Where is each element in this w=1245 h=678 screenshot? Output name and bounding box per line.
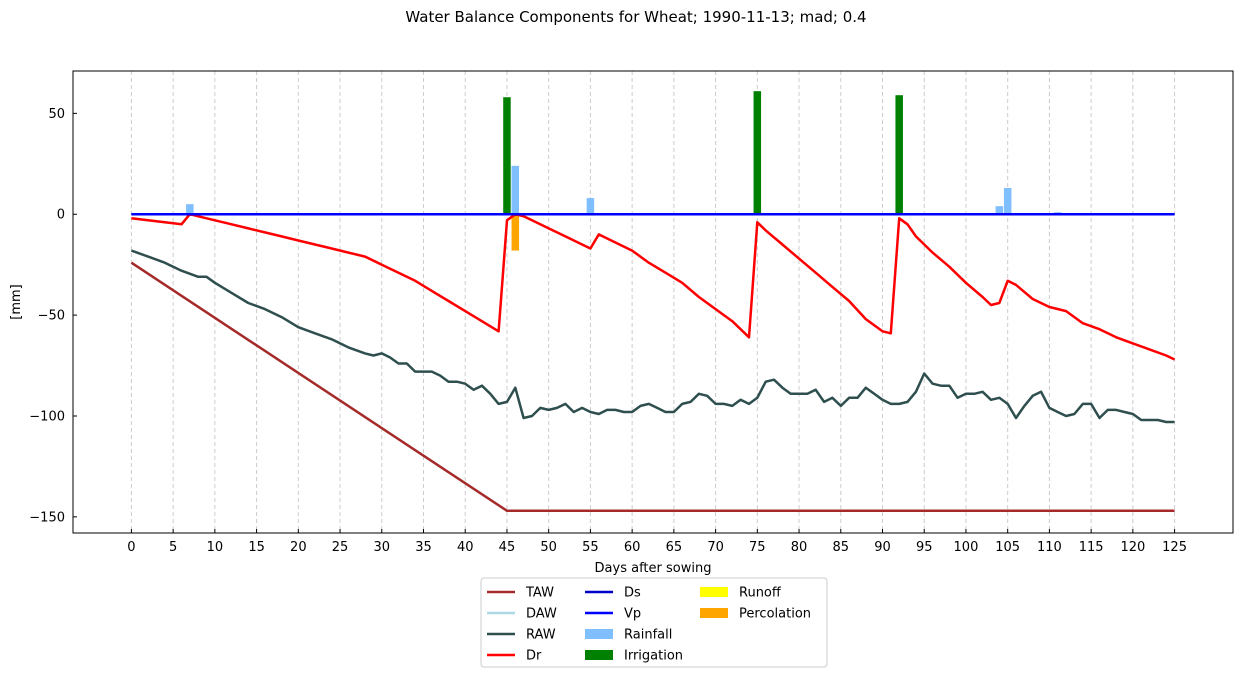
rainfall-bar — [186, 204, 194, 215]
irrigation-bar — [895, 95, 903, 215]
x-tick-label: 15 — [248, 540, 265, 555]
bar-series — [186, 91, 1062, 251]
x-tick-label: 70 — [707, 540, 724, 555]
y-tick-label: −100 — [29, 409, 65, 424]
rainfall-bar — [511, 165, 520, 215]
legend-label-raw: RAW — [526, 628, 556, 643]
y-axis: 50 0 −50 −100 −150 — [29, 107, 77, 525]
x-tick-label: 115 — [1079, 540, 1104, 555]
legend-label-irrigation: Irrigation — [624, 649, 683, 664]
x-tick-label: 30 — [374, 540, 391, 555]
x-tick-label: 80 — [791, 540, 808, 555]
legend-label-ds: Ds — [624, 586, 641, 601]
legend-swatch-irrigation — [585, 650, 613, 660]
percolation-bar — [511, 214, 520, 251]
x-tick-label: 0 — [127, 540, 135, 555]
x-tick-label: 125 — [1162, 540, 1187, 555]
y-axis-label: [mm] — [9, 284, 24, 319]
x-tick-label: 45 — [499, 540, 516, 555]
x-tick-label: 120 — [1120, 540, 1145, 555]
legend-swatch-rainfall — [585, 629, 613, 639]
dr-line — [131, 212, 1176, 361]
rainfall-bar — [586, 198, 595, 215]
x-axis: 0 5 10 15 20 25 30 35 40 45 50 55 60 65 70 75 80 85 90 95 10… — [127, 529, 1187, 555]
irrigation-bar — [753, 91, 762, 215]
line-series — [130, 212, 1176, 513]
x-tick-label: 95 — [916, 540, 933, 555]
x-tick-label: 25 — [332, 540, 349, 555]
legend-label-vp: Vp — [624, 607, 641, 622]
legend: TAW DAW RAW Dr Ds Vp Rainfall Irrigation Runoff P… — [480, 577, 828, 668]
x-tick-label: 20 — [290, 540, 307, 555]
legend-label-runoff: Runoff — [739, 586, 782, 601]
x-tick-label: 5 — [169, 540, 177, 555]
legend-label-percolation: Percolation — [739, 607, 811, 622]
x-tick-label: 100 — [954, 540, 979, 555]
legend-box — [480, 577, 828, 668]
rainfall-bar — [1003, 188, 1012, 215]
x-tick-label: 75 — [749, 540, 766, 555]
irrigation-bar — [503, 97, 511, 215]
y-tick-label: 50 — [48, 107, 65, 122]
x-tick-label: 10 — [207, 540, 224, 555]
x-tick-label: 40 — [457, 540, 474, 555]
legend-swatch-runoff — [700, 587, 728, 597]
grid-lines — [130, 71, 1176, 533]
x-tick-label: 65 — [666, 540, 683, 555]
x-tick-label: 35 — [415, 540, 432, 555]
raw-line — [130, 249, 1175, 424]
rainfall-bar — [995, 206, 1004, 215]
x-tick-label: 90 — [874, 540, 891, 555]
x-tick-label: 110 — [1037, 540, 1062, 555]
y-tick-label: 0 — [57, 208, 65, 223]
plot-area-frame — [72, 70, 1234, 534]
legend-label-taw: TAW — [525, 586, 554, 601]
legend-label-rainfall: Rainfall — [624, 628, 672, 643]
x-tick-label: 50 — [540, 540, 557, 555]
x-tick-label: 60 — [624, 540, 641, 555]
x-tick-label: 105 — [995, 540, 1020, 555]
legend-label-dr: Dr — [526, 649, 542, 664]
x-tick-label: 85 — [832, 540, 849, 555]
y-tick-label: −50 — [38, 309, 65, 324]
taw-line — [130, 261, 1175, 513]
x-axis-label: Days after sowing — [595, 561, 712, 576]
legend-swatch-percolation — [700, 608, 728, 618]
legend-label-daw: DAW — [526, 607, 557, 622]
x-tick-label: 55 — [582, 540, 599, 555]
y-tick-label: −150 — [29, 510, 65, 525]
chart-title: Water Balance Components for Wheat; 1990… — [405, 8, 866, 26]
